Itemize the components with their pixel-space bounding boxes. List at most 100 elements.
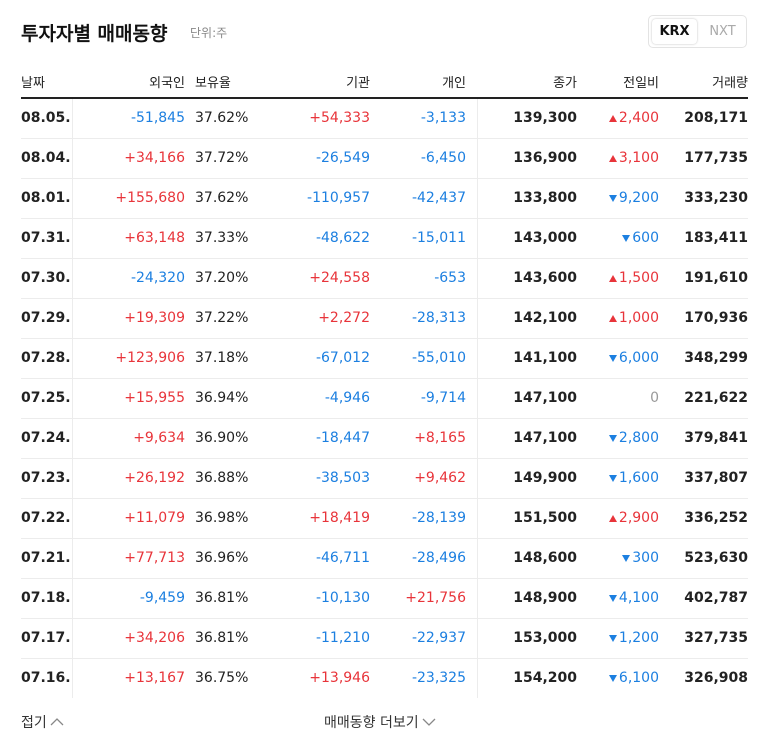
- header-rule: [21, 97, 748, 99]
- chevron-up: [50, 718, 64, 726]
- volume: 327,735: [684, 630, 748, 646]
- close-price: 147,100: [513, 430, 577, 446]
- net-trade: +9,462: [414, 470, 466, 486]
- change-arrow-down: [608, 474, 617, 482]
- change-value: 6,100: [618, 670, 659, 686]
- change-arrow-down: [608, 434, 617, 442]
- change-value: 300: [632, 550, 659, 566]
- holding-ratio: 37.62%: [195, 190, 249, 206]
- unit-label: 단위:주: [190, 26, 228, 40]
- column-header: 외국인: [149, 76, 185, 91]
- close-price: 153,000: [513, 630, 577, 646]
- chevron-down: [422, 718, 436, 726]
- net-trade: +63,148: [124, 230, 185, 246]
- net-trade: +123,906: [115, 350, 185, 366]
- date: 07.24.: [21, 430, 71, 446]
- date: 07.28.: [21, 350, 71, 366]
- date: 07.31.: [21, 230, 71, 246]
- net-trade: +19,309: [124, 310, 185, 326]
- net-trade: +54,333: [309, 110, 370, 126]
- change-value: 1,200: [618, 630, 659, 646]
- holding-ratio: 36.96%: [195, 550, 249, 566]
- market-tab[interactable]: KRX: [652, 19, 697, 44]
- close-price: 148,900: [513, 590, 577, 606]
- price-change: 6,100: [608, 668, 659, 688]
- net-trade: +21,756: [405, 590, 466, 606]
- net-trade: -22,937: [411, 630, 466, 646]
- change-arrow-down: [608, 194, 617, 202]
- volume: 326,908: [684, 670, 748, 686]
- close-price: 141,100: [513, 350, 577, 366]
- net-trade: -42,437: [411, 190, 466, 206]
- close-price: 133,800: [513, 190, 577, 206]
- column-header: 기관: [346, 76, 370, 91]
- net-trade: +77,713: [124, 550, 185, 566]
- change-arrow-up: [608, 114, 617, 122]
- close-price: 142,100: [513, 310, 577, 326]
- row-divider: [21, 418, 748, 419]
- date: 08.05.: [21, 110, 71, 126]
- price-change: 9,200: [608, 188, 659, 208]
- holding-ratio: 36.81%: [195, 590, 249, 606]
- change-value: 2,800: [618, 430, 659, 446]
- holding-ratio: 37.33%: [195, 230, 249, 246]
- volume: 337,807: [684, 470, 748, 486]
- net-trade: -11,210: [315, 630, 370, 646]
- more-button[interactable]: 매매동향 더보기: [324, 712, 436, 732]
- date: 07.23.: [21, 470, 71, 486]
- holding-ratio: 36.98%: [195, 510, 249, 526]
- close-price: 143,000: [513, 230, 577, 246]
- net-trade: -9,714: [420, 390, 466, 406]
- date: 08.01.: [21, 190, 71, 206]
- change-arrow-down: [622, 234, 631, 242]
- net-trade: -9,459: [139, 590, 185, 606]
- price-change: 4,100: [608, 588, 659, 608]
- change-value: 3,100: [618, 150, 659, 166]
- volume: 333,230: [684, 190, 748, 206]
- panel-title: 투자자별 매매동향: [21, 23, 168, 45]
- net-trade: -46,711: [315, 550, 370, 566]
- row-divider: [21, 458, 748, 459]
- net-trade: -38,503: [315, 470, 370, 486]
- price-change: 2,900: [608, 508, 659, 528]
- net-trade: -23,325: [411, 670, 466, 686]
- change-arrow-down: [608, 634, 617, 642]
- net-trade: -26,549: [315, 150, 370, 166]
- net-trade: +2,272: [318, 310, 370, 326]
- row-divider: [21, 138, 748, 139]
- date: 08.04.: [21, 150, 71, 166]
- volume: 379,841: [684, 430, 748, 446]
- close-price: 147,100: [513, 390, 577, 406]
- net-trade: +8,165: [414, 430, 466, 446]
- volume: 191,610: [684, 270, 748, 286]
- volume: 208,171: [684, 110, 748, 126]
- holding-ratio: 36.90%: [195, 430, 249, 446]
- net-trade: +34,206: [124, 630, 185, 646]
- net-trade: -67,012: [315, 350, 370, 366]
- holding-ratio: 36.94%: [195, 390, 249, 406]
- net-trade: +26,192: [124, 470, 185, 486]
- collapse-button[interactable]: 접기: [21, 712, 64, 732]
- volume: 183,411: [684, 230, 748, 246]
- holding-ratio: 37.72%: [195, 150, 249, 166]
- holding-ratio: 37.62%: [195, 110, 249, 126]
- net-trade: -28,139: [411, 510, 466, 526]
- market-tab[interactable]: NXT: [709, 24, 736, 39]
- change-value: 1,000: [618, 310, 659, 326]
- holding-ratio: 36.75%: [195, 670, 249, 686]
- column-divider: [477, 99, 478, 698]
- date: 07.30.: [21, 270, 71, 286]
- change-value: 2,900: [618, 510, 659, 526]
- change-arrow-up: [608, 274, 617, 282]
- change-value: 4,100: [618, 590, 659, 606]
- row-divider: [21, 338, 748, 339]
- date: 07.25.: [21, 390, 71, 406]
- change-arrow-up: [608, 514, 617, 522]
- column-header: 전일비: [623, 76, 659, 91]
- price-change: 3,100: [608, 148, 659, 168]
- close-price: 136,900: [513, 150, 577, 166]
- net-trade: -3,133: [420, 110, 466, 126]
- change-value: 6,000: [618, 350, 659, 366]
- net-trade: +9,634: [133, 430, 185, 446]
